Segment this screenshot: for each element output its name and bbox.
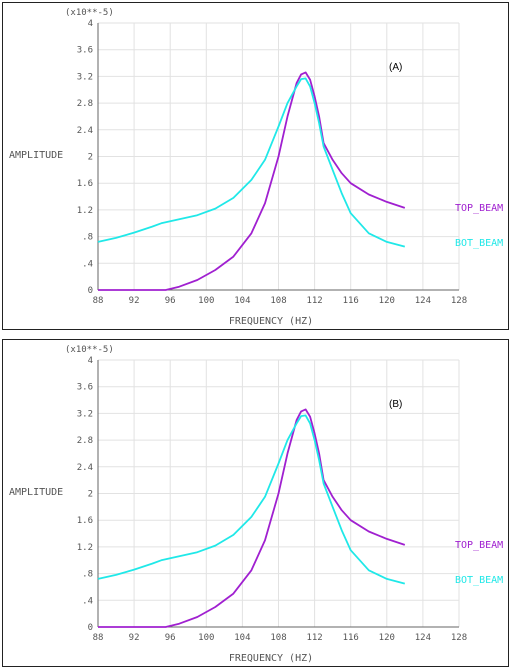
- y-tick-label: .4: [82, 259, 93, 269]
- x-tick-label: 128: [451, 296, 467, 306]
- x-tick-label: 108: [270, 633, 286, 643]
- y-tick-label: 2.4: [77, 463, 93, 473]
- x-axis-label: FREQUENCY (HZ): [229, 316, 313, 327]
- panel-label: (B): [389, 399, 402, 410]
- x-tick-label: 100: [198, 633, 214, 643]
- x-tick-label: 88: [93, 296, 104, 306]
- legend-item-bot-beam: BOT_BEAM: [455, 575, 503, 586]
- x-tick-label: 124: [415, 296, 431, 306]
- series-line-bot-beam: [97, 414, 406, 585]
- y-tick-label: 2: [88, 153, 93, 163]
- x-tick-label: 128: [451, 633, 467, 643]
- y-tick-label: .8: [82, 233, 93, 243]
- legend-item-top-beam: TOP_BEAM: [455, 203, 503, 214]
- scale-label: (x10**-5): [65, 345, 114, 355]
- legend-item-top-beam: TOP_BEAM: [455, 540, 503, 551]
- series-line-bot-beam: [97, 77, 406, 248]
- x-tick-label: 92: [129, 296, 140, 306]
- y-tick-label: 1.2: [77, 543, 93, 553]
- x-tick-label: 120: [379, 296, 395, 306]
- y-tick-label: 3.2: [77, 72, 93, 82]
- y-axis-label: AMPLITUDE: [9, 150, 63, 161]
- x-tick-label: 112: [306, 296, 322, 306]
- x-tick-label: 104: [234, 296, 250, 306]
- y-tick-label: 4: [88, 19, 93, 29]
- chart-panel-b: 88 92 96 100 104 108 112 116 120 124 128 0 .4 .8 1.2 1.…: [2, 339, 509, 667]
- x-tick-label: 116: [343, 296, 359, 306]
- y-axis-label: AMPLITUDE: [9, 487, 63, 498]
- x-tick-label: 92: [129, 633, 140, 643]
- x-tick-label: 104: [234, 633, 250, 643]
- panel-label: (A): [389, 62, 402, 73]
- y-tick-label: 3.6: [77, 383, 93, 393]
- y-tick-label: .8: [82, 570, 93, 580]
- y-tick-label: 1.6: [77, 179, 93, 189]
- scale-label: (x10**-5): [65, 8, 114, 18]
- x-tick-label: 96: [165, 633, 176, 643]
- legend-item-bot-beam: BOT_BEAM: [455, 238, 503, 249]
- y-tick-label: .4: [82, 596, 93, 606]
- x-tick-label: 112: [306, 633, 322, 643]
- y-tick-label: 3.2: [77, 409, 93, 419]
- x-tick-label: 116: [343, 633, 359, 643]
- x-tick-label: 120: [379, 633, 395, 643]
- chart-panel-a: 88 92 96 100 104 108 112 116 120 124 128 0 .4 .8 1.2 1.…: [2, 2, 509, 330]
- chart-svg-b: 88 92 96 100 104 108 112 116 120 124 128 0 .4 .8 1.2 1.…: [9, 345, 503, 664]
- series-line-top-beam: [98, 71, 406, 291]
- x-tick-label: 100: [198, 296, 214, 306]
- y-tick-label: 2.8: [77, 436, 93, 446]
- y-tick-label: 0: [88, 286, 93, 296]
- y-tick-label: 2: [88, 490, 93, 500]
- y-tick-label: 1.6: [77, 516, 93, 526]
- y-tick-label: 2.4: [77, 126, 93, 136]
- x-axis-label: FREQUENCY (HZ): [229, 653, 313, 664]
- y-tick-label: 1.2: [77, 206, 93, 216]
- y-tick-label: 4: [88, 356, 93, 366]
- x-tick-label: 88: [93, 633, 104, 643]
- chart-svg-a: 88 92 96 100 104 108 112 116 120 124 128 0 .4 .8 1.2 1.…: [9, 8, 503, 327]
- y-tick-label: 0: [88, 623, 93, 633]
- x-tick-label: 108: [270, 296, 286, 306]
- series-line-top-beam: [98, 408, 406, 628]
- y-tick-label: 3.6: [77, 46, 93, 56]
- x-tick-label: 96: [165, 296, 176, 306]
- x-tick-label: 124: [415, 633, 431, 643]
- y-tick-label: 2.8: [77, 99, 93, 109]
